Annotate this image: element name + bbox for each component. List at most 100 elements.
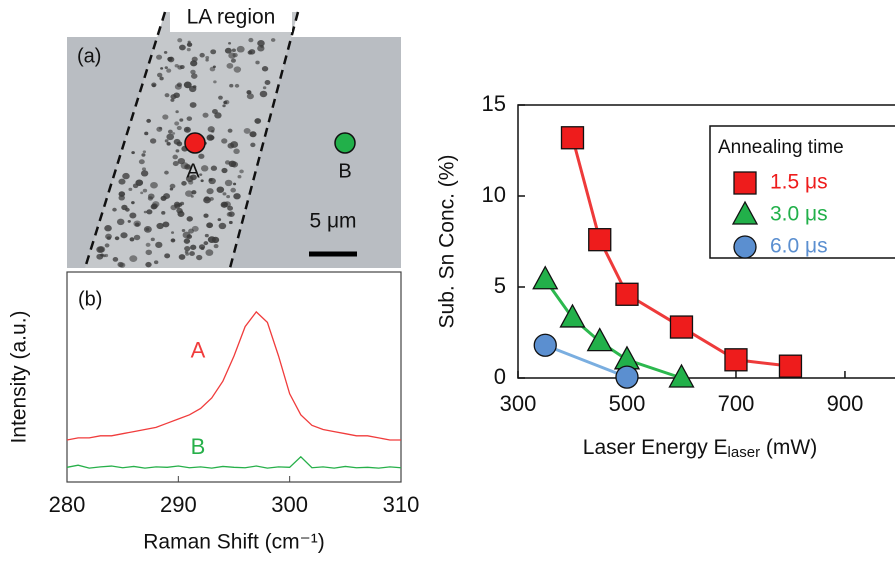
particle [255, 60, 260, 65]
particle [233, 193, 241, 200]
particle [204, 233, 209, 238]
particle [183, 81, 192, 89]
particle [228, 41, 232, 45]
particle [112, 207, 117, 212]
particle [120, 232, 128, 239]
particle [160, 67, 164, 70]
x-axis-label-subscript: laser [728, 444, 761, 461]
particle [179, 64, 185, 70]
particle [104, 253, 109, 258]
x-tick-label: 300 [500, 391, 537, 416]
particle [122, 172, 130, 180]
legend-title: Annealing time [718, 137, 844, 158]
x-axis-label: Raman Shift (cm⁻¹) [143, 531, 324, 554]
spectrum-line [66, 310, 401, 441]
particle [227, 205, 234, 211]
particle [181, 181, 187, 186]
particle [246, 90, 252, 95]
particle [202, 112, 209, 118]
particle [262, 86, 267, 90]
particle [237, 175, 242, 179]
legend-label: 3.0 μs [770, 203, 828, 226]
particle [133, 220, 142, 227]
particle [186, 116, 193, 121]
x-tick-label: 700 [718, 391, 755, 416]
particle [114, 236, 120, 241]
particle [140, 191, 144, 195]
legend-label: 1.5 μs [770, 171, 828, 194]
particle [207, 126, 215, 133]
marker [559, 303, 586, 328]
particle [128, 187, 133, 191]
series-label: A [191, 338, 206, 363]
particle [176, 125, 182, 131]
particle [129, 255, 138, 262]
particle [233, 148, 240, 154]
particle [221, 167, 228, 174]
particle [264, 80, 271, 85]
particle [179, 118, 184, 122]
particle [222, 104, 226, 108]
particle [156, 222, 164, 230]
particle [176, 82, 183, 87]
particle [164, 93, 170, 98]
particle [254, 118, 262, 124]
marker [560, 126, 585, 150]
particle [170, 98, 175, 102]
series-label: B [191, 434, 206, 459]
particle [140, 170, 149, 177]
particle [121, 204, 128, 211]
particle [239, 169, 244, 174]
particle [150, 204, 158, 210]
particle [183, 238, 191, 244]
particle [162, 114, 169, 120]
particle [166, 141, 171, 146]
particle [164, 66, 168, 70]
particle [198, 153, 205, 159]
particle [131, 201, 135, 205]
particle [163, 50, 168, 54]
point-marker [334, 132, 356, 154]
spectrum-line [66, 455, 402, 469]
panel-label: (b) [78, 288, 102, 310]
particle [210, 49, 217, 55]
particle [191, 225, 199, 232]
x-tick-label: 310 [383, 492, 420, 517]
particle [226, 63, 234, 69]
particle [234, 83, 240, 88]
particle [117, 261, 124, 268]
y-axis-label: Sub. Sn Conc. (%) [436, 155, 459, 329]
particle [206, 222, 214, 229]
particle [257, 45, 265, 52]
particle [104, 243, 110, 248]
particle [191, 56, 198, 62]
x-tick-label: 290 [160, 492, 197, 517]
particle [100, 253, 104, 257]
particle [227, 128, 233, 133]
particle [184, 250, 189, 254]
particle [183, 126, 191, 133]
particle [230, 58, 236, 63]
particle [177, 38, 183, 43]
particle [178, 254, 186, 260]
particle [207, 236, 216, 243]
particle [190, 174, 197, 181]
particle [218, 222, 227, 230]
particle [186, 216, 193, 222]
particle [142, 150, 147, 154]
particle [248, 37, 254, 43]
particle [228, 160, 237, 168]
particle [146, 209, 153, 215]
legend-label: 6.0 μs [770, 235, 828, 258]
particle [173, 138, 181, 145]
marker [669, 315, 694, 339]
particle [131, 151, 135, 155]
particle [270, 38, 276, 42]
particle [233, 182, 237, 186]
particle [221, 138, 228, 144]
particle [189, 102, 197, 108]
particle [224, 179, 233, 187]
particle [156, 54, 163, 60]
particle [116, 218, 125, 226]
particle [188, 180, 194, 185]
